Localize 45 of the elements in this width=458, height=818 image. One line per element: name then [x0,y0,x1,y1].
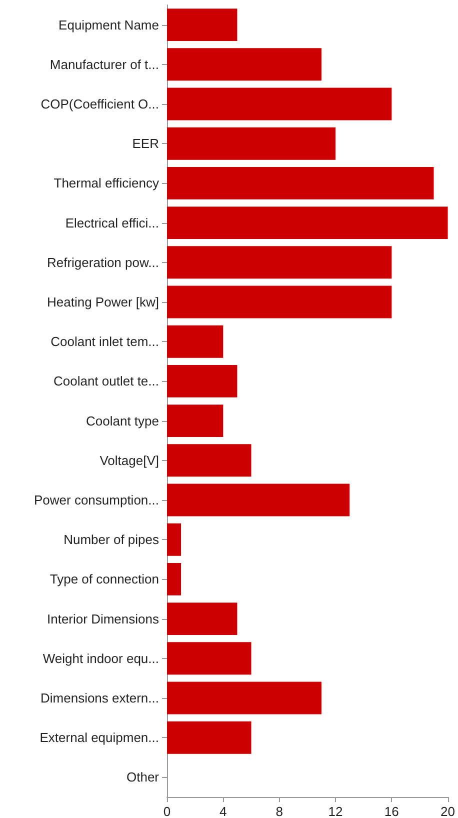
bar [167,484,350,516]
x-tick-label: 12 [328,804,343,818]
bar [167,166,434,200]
y-tick-label: Weight indoor equ... [42,650,159,666]
y-tick-label: Heating Power [kw] [47,294,159,310]
y-tick-label: COP(Coefficient O... [40,96,159,112]
bar [167,48,322,81]
bar [167,602,238,636]
bar [167,404,224,438]
y-tick-label: Other [126,770,160,785]
bar [167,246,392,279]
y-tick-label: External equipmen... [40,730,159,746]
y-tick-label: Coolant outlet te... [53,374,159,389]
x-tick-label: 4 [220,804,227,818]
bar [167,562,182,596]
y-tick-label: Type of connection [50,572,159,587]
x-tick-label: 20 [440,804,456,818]
bar [167,444,252,477]
bar [167,206,448,240]
x-tick-label: 16 [384,804,399,818]
y-tick-label: Manufacturer of t... [50,56,159,72]
bar [167,88,392,120]
bar [167,523,182,556]
bar [167,8,238,42]
bar [167,286,392,318]
bar [167,364,238,398]
y-tick-label: Thermal efficiency [54,176,160,191]
y-tick-label: EER [132,136,159,152]
y-tick-label: Number of pipes [64,532,160,548]
bar [167,325,224,358]
y-tick-label: Dimensions extern... [40,690,159,706]
y-tick-label: Equipment Name [58,17,159,32]
y-tick-label: Interior Dimensions [47,611,160,626]
x-tick-label: 8 [276,804,283,818]
y-tick-label: Coolant inlet tem... [50,334,159,350]
y-tick-label: Power consumption... [34,492,159,508]
y-tick-label: Electrical effici... [65,215,159,230]
y-tick-label: Voltage[V] [100,452,159,468]
y-tick-label: Refrigeration pow... [46,254,159,270]
bar [167,721,252,754]
y-tick-label: Coolant type [86,413,159,428]
x-tick-label: 0 [163,804,171,818]
bar [167,642,252,675]
bar [167,682,322,714]
bar [167,127,336,160]
